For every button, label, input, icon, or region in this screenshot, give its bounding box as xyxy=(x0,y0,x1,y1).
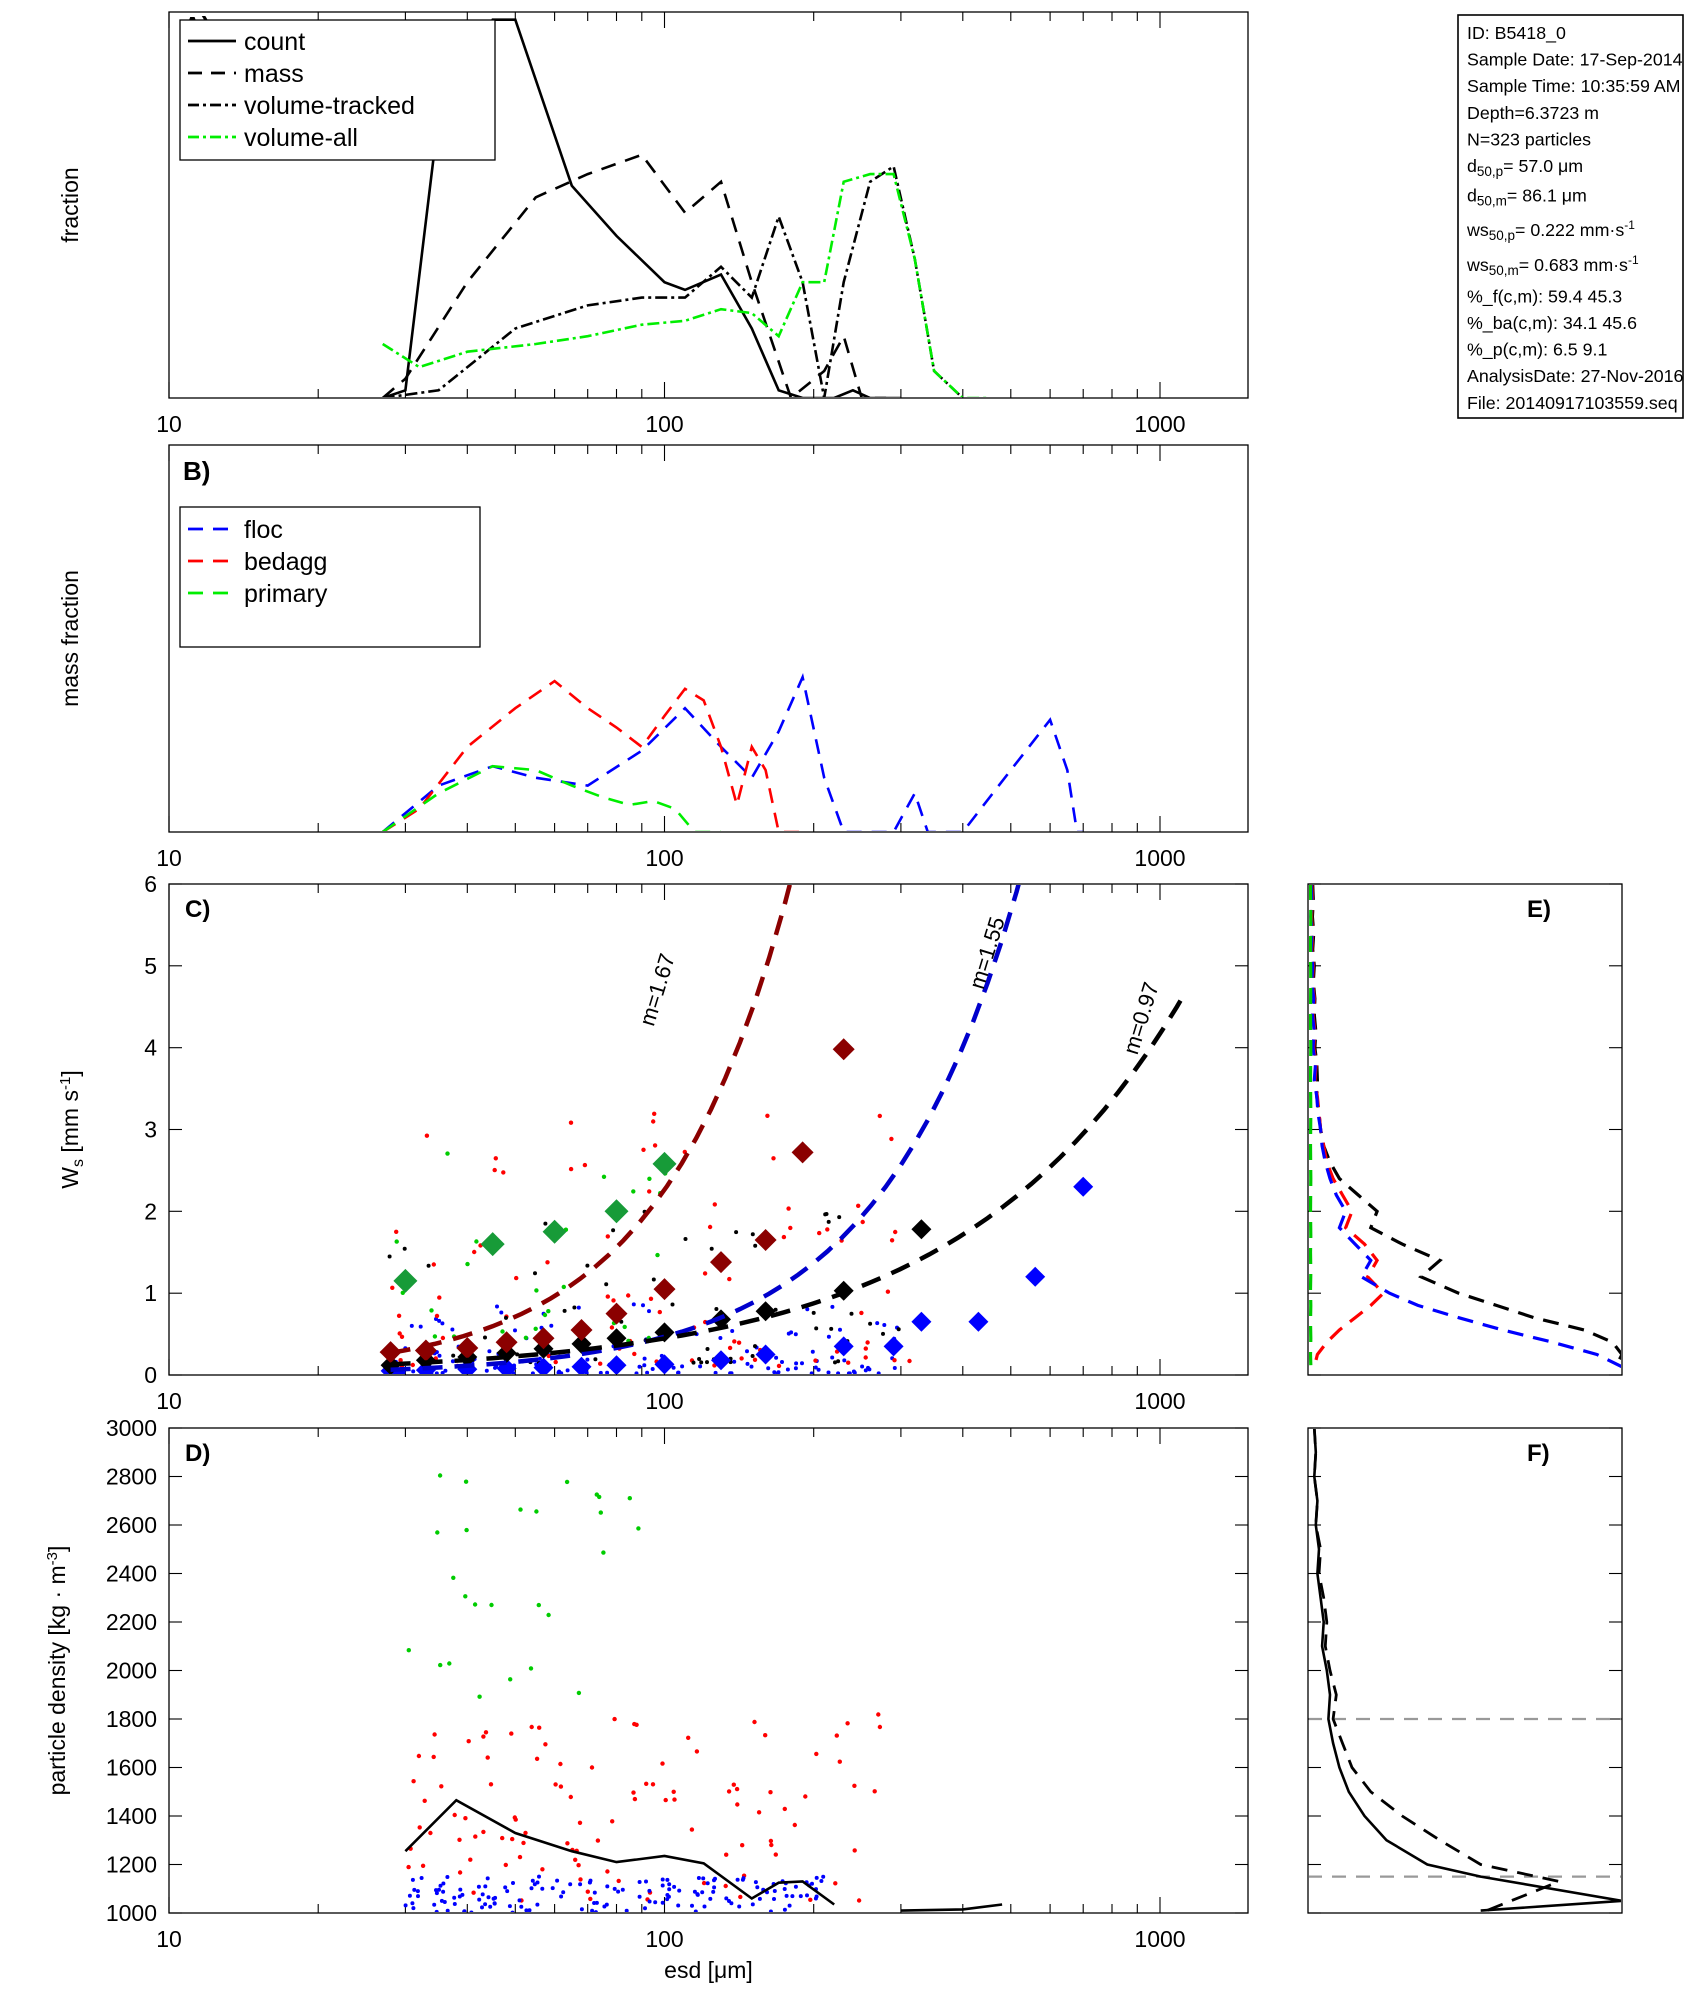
svg-text:Sample Time: 10:35:59 AM: Sample Time: 10:35:59 AM xyxy=(1467,76,1681,96)
svg-text:100: 100 xyxy=(645,1926,683,1952)
svg-text:bedagg: bedagg xyxy=(244,548,327,576)
svg-text:E): E) xyxy=(1527,896,1551,923)
svg-text:10: 10 xyxy=(156,845,182,871)
svg-text:1000: 1000 xyxy=(1134,1388,1185,1414)
svg-text:10: 10 xyxy=(156,1388,182,1414)
svg-text:1800: 1800 xyxy=(106,1706,157,1732)
svg-text:esd [μm]: esd [μm] xyxy=(664,1957,753,1983)
svg-text:100: 100 xyxy=(645,411,683,437)
svg-text:AnalysisDate: 27-Nov-2016: AnalysisDate: 27-Nov-2016 xyxy=(1467,366,1684,386)
svg-text:floc: floc xyxy=(244,516,283,544)
svg-text:1000: 1000 xyxy=(1134,411,1185,437)
svg-text:volume-tracked: volume-tracked xyxy=(244,92,415,120)
svg-text:1000: 1000 xyxy=(1134,1926,1185,1952)
svg-text:D): D) xyxy=(185,1440,210,1467)
svg-text:1600: 1600 xyxy=(106,1755,157,1781)
svg-text:3000: 3000 xyxy=(106,1415,157,1441)
svg-text:100: 100 xyxy=(645,1388,683,1414)
svg-text:1400: 1400 xyxy=(106,1803,157,1829)
svg-text:1000: 1000 xyxy=(106,1900,157,1926)
svg-text:N=323 particles: N=323 particles xyxy=(1467,129,1591,149)
svg-text:10: 10 xyxy=(156,1926,182,1952)
svg-text:%_f(c,m): 59.4 45.3: %_f(c,m): 59.4 45.3 xyxy=(1467,286,1622,307)
svg-text:%_p(c,m): 6.5 9.1: %_p(c,m): 6.5 9.1 xyxy=(1467,340,1607,361)
svg-text:C): C) xyxy=(185,896,210,923)
svg-text:0: 0 xyxy=(144,1362,157,1388)
svg-text:mass: mass xyxy=(244,60,304,88)
svg-text:2400: 2400 xyxy=(106,1561,157,1587)
svg-text:2600: 2600 xyxy=(106,1512,157,1538)
svg-text:mass fraction: mass fraction xyxy=(57,570,83,707)
svg-text:2800: 2800 xyxy=(106,1464,157,1490)
svg-text:1200: 1200 xyxy=(106,1852,157,1878)
svg-text:count: count xyxy=(244,28,305,56)
svg-text:2000: 2000 xyxy=(106,1658,157,1684)
svg-text:1000: 1000 xyxy=(1134,845,1185,871)
svg-text:6: 6 xyxy=(144,871,157,897)
svg-text:2200: 2200 xyxy=(106,1609,157,1635)
svg-text:Sample Date: 17-Sep-2014: Sample Date: 17-Sep-2014 xyxy=(1467,50,1683,70)
svg-text:10: 10 xyxy=(156,411,182,437)
svg-text:volume-all: volume-all xyxy=(244,124,358,152)
svg-text:3: 3 xyxy=(144,1117,157,1143)
svg-text:F): F) xyxy=(1527,1440,1550,1467)
svg-text:4: 4 xyxy=(144,1035,157,1061)
svg-text:ID: B5418_0: ID: B5418_0 xyxy=(1467,23,1566,44)
svg-text:5: 5 xyxy=(144,953,157,979)
svg-text:100: 100 xyxy=(645,845,683,871)
svg-text:%_ba(c,m): 34.1 45.6: %_ba(c,m): 34.1 45.6 xyxy=(1467,313,1637,334)
svg-text:particle density [kg · m-3]: particle density [kg · m-3] xyxy=(44,1546,70,1796)
svg-text:fraction: fraction xyxy=(57,167,83,242)
svg-text:1: 1 xyxy=(144,1280,157,1306)
svg-text:primary: primary xyxy=(244,580,328,608)
svg-text:File: 20140917103559.seq: File: 20140917103559.seq xyxy=(1467,393,1678,413)
svg-text:B): B) xyxy=(183,456,210,486)
svg-text:2: 2 xyxy=(144,1198,157,1224)
svg-text:Depth=6.3723 m: Depth=6.3723 m xyxy=(1467,103,1599,123)
